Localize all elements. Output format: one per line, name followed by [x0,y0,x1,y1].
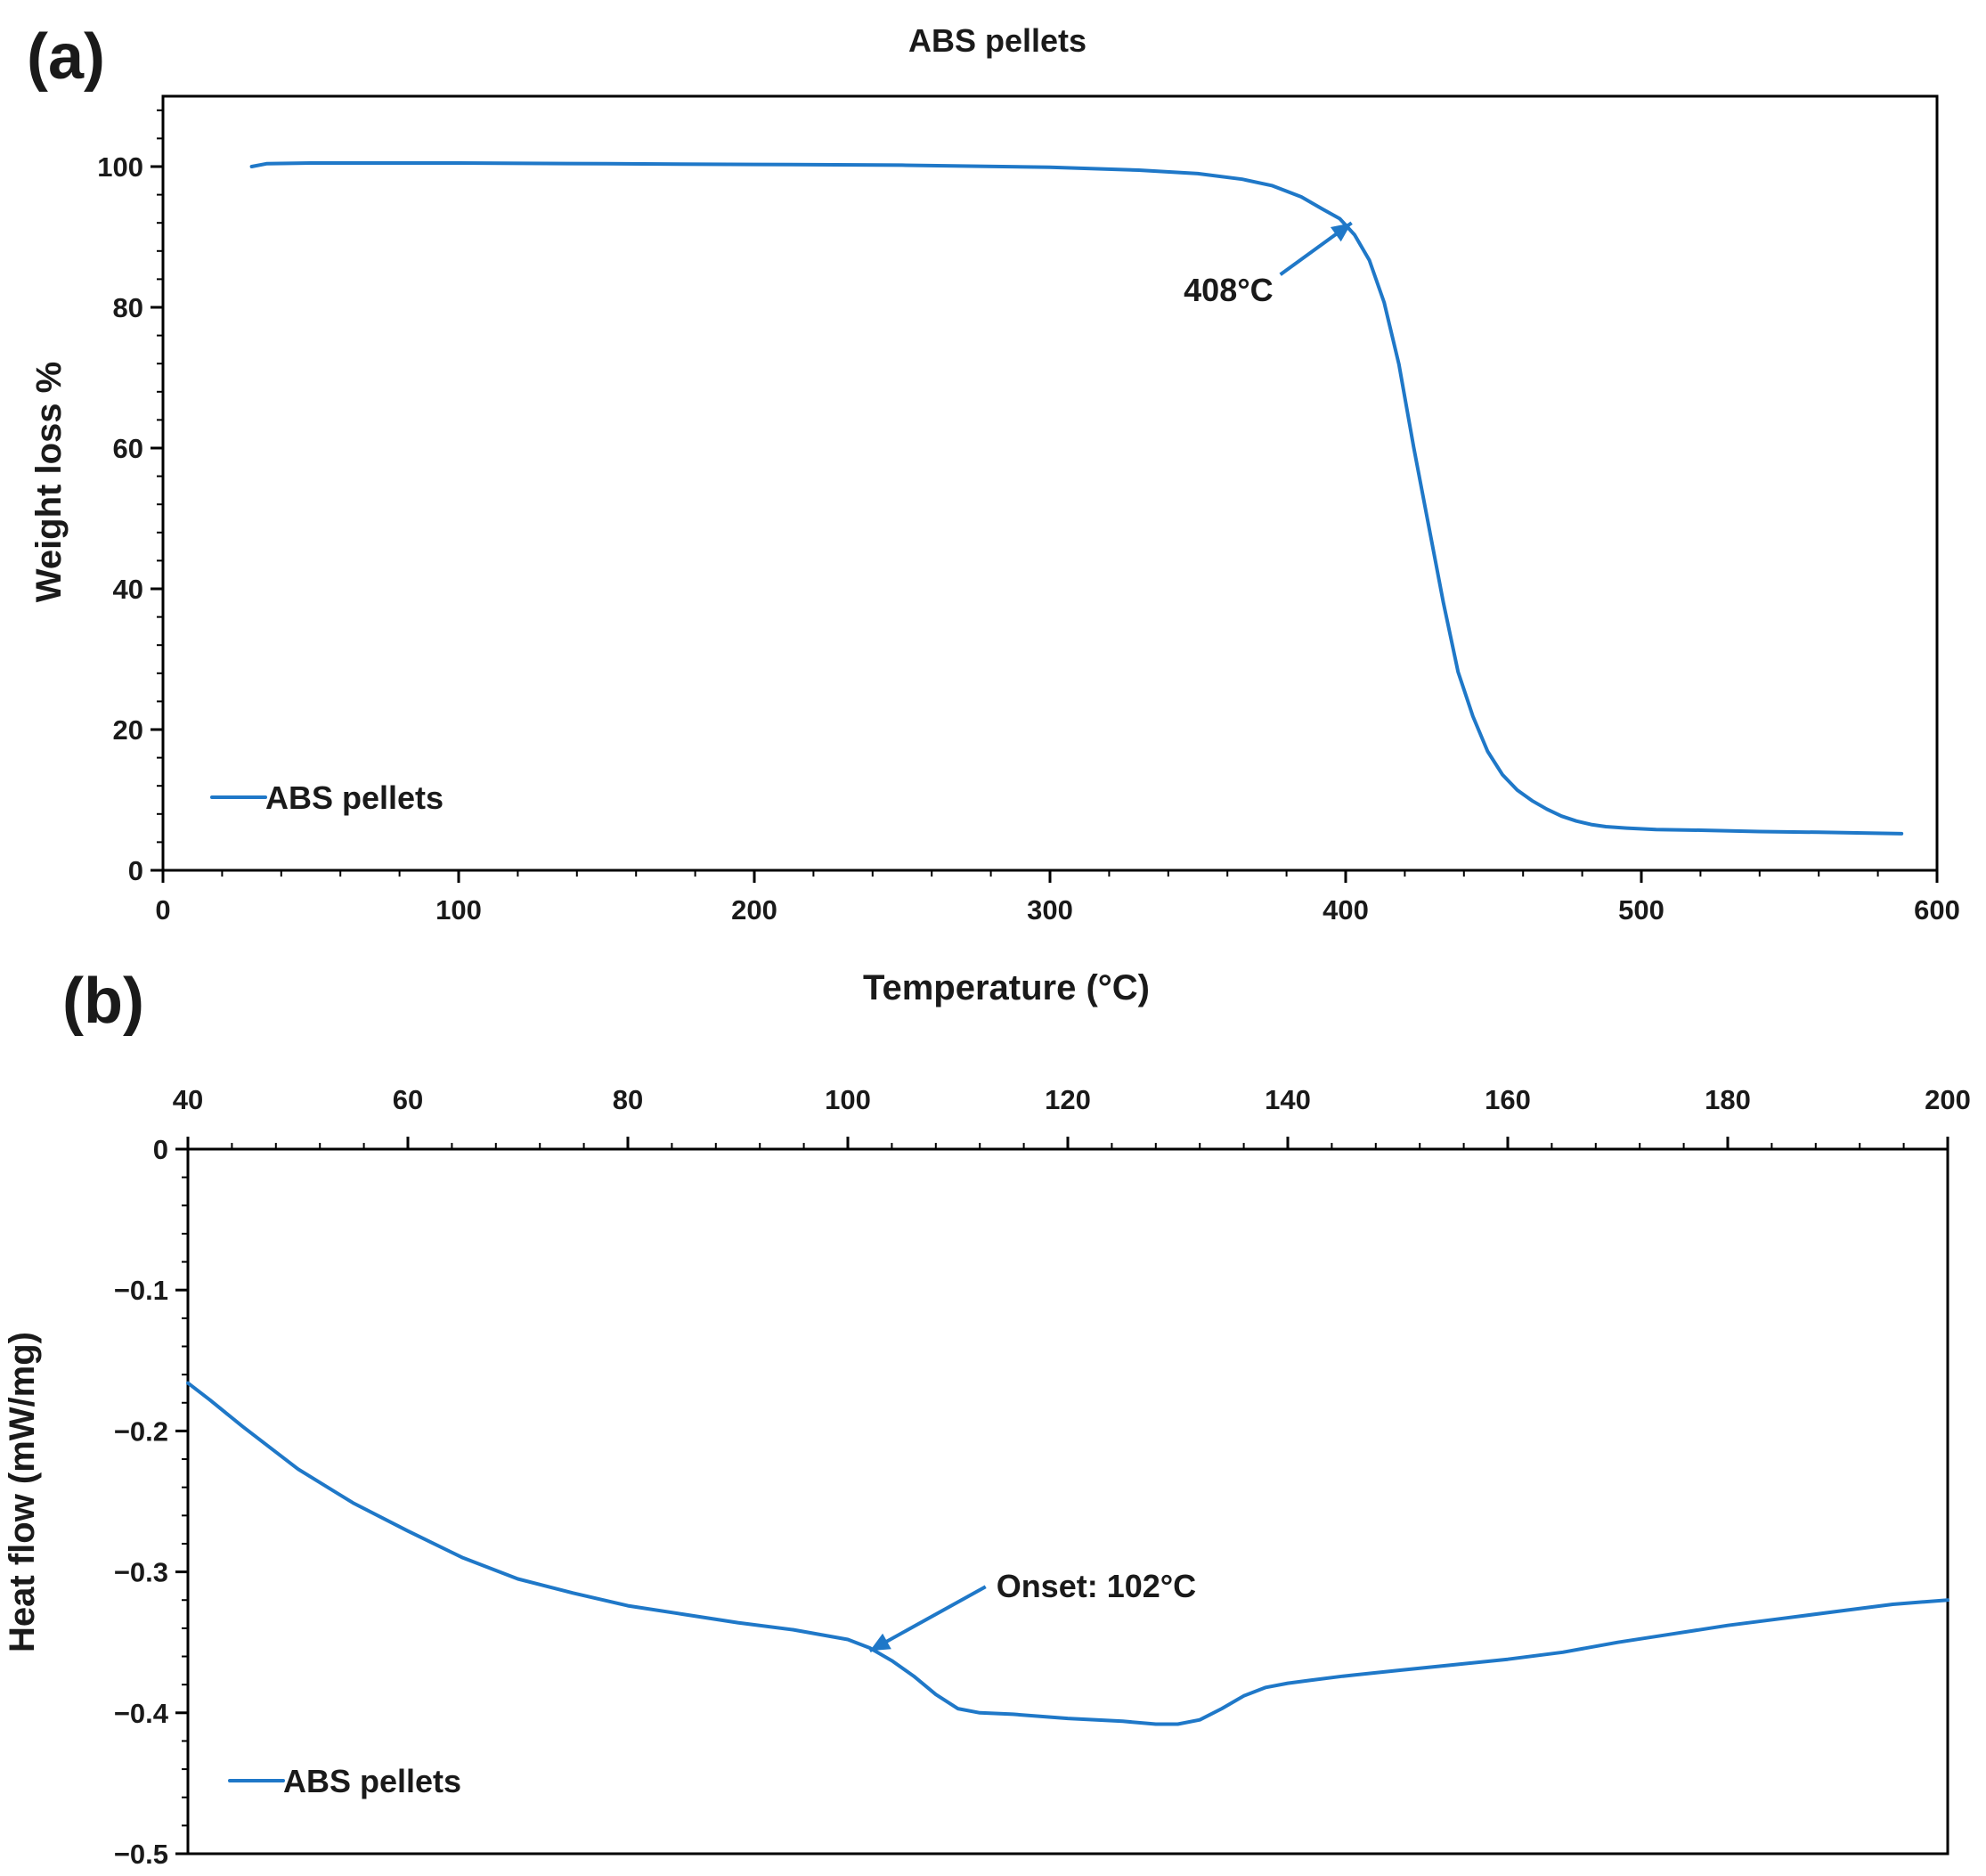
panel-a-series [249,161,1904,836]
y-tick-label: 20 [113,714,143,746]
x-tick-label: 140 [1265,1084,1311,1115]
x-tick-label: 120 [1045,1084,1091,1115]
x-tick-label: 100 [435,894,482,926]
panel-a: (a) ABS pellets Temperature (°C) Weight … [27,21,1960,1007]
panel-a-tick-labels: 0 100 200 300 400 500 600 0 20 40 60 80 100 [97,151,1960,926]
y-tick-label: 100 [97,151,143,183]
x-tick-label: 160 [1485,1084,1531,1115]
y-tick-label: 0 [153,1134,168,1165]
series-line-abs-pellets [186,1381,1949,1726]
panel-a-ticks [151,109,1939,883]
panel-b-annotations: Onset: 102°C [868,1568,1196,1652]
x-tick-label: 500 [1618,894,1664,926]
x-tick-label: 0 [155,894,170,926]
panel-b-tick-labels: 40 60 80 100 120 140 160 180 200 0 −0.1 −0.2 −0.3 −0.… [114,1084,1971,1870]
panel-b: (b) Heat flow (mW/mg) 40 60 80 100 120 140 160… [3,966,1971,1870]
x-tick-label: 600 [1914,894,1960,926]
x-tick-label: 80 [613,1084,643,1115]
panel-a-legend-label: ABS pellets [265,779,444,816]
x-tick-label: 200 [1925,1084,1971,1115]
y-tick-label: 0 [128,855,143,886]
panel-a-title: ABS pellets [908,22,1087,59]
x-tick-label: 100 [825,1084,871,1115]
x-tick-label: 400 [1323,894,1369,926]
panel-a-x-axis-label: Temperature (°C) [863,968,1150,1007]
panel-b-ticks [175,1137,1949,1856]
panel-a-annotations: 408°C [1184,221,1353,308]
panel-a-plot-frame [161,94,1939,872]
panel-b-legend: ABS pellets [228,1763,461,1799]
x-tick-label: 60 [393,1084,423,1115]
y-tick-label: −0.5 [114,1839,168,1870]
annotation-label: Onset: 102°C [997,1568,1196,1604]
panel-a-label: (a) [27,21,105,93]
panel-b-legend-label: ABS pellets [283,1763,461,1799]
y-tick-label: 60 [113,433,143,464]
x-tick-label: 300 [1027,894,1073,926]
annotation-arrow [868,1585,987,1652]
y-tick-label: 40 [113,574,143,605]
y-tick-label: −0.1 [114,1275,168,1306]
series-line-abs-pellets [249,161,1904,836]
panel-b-y-axis-label: Heat flow (mW/mg) [3,1332,42,1652]
panel-a-y-axis-label: Weight loss % [29,362,69,602]
annotation-arrowhead [1330,223,1352,242]
panel-b-series [186,1381,1949,1726]
y-tick-label: −0.4 [114,1698,169,1729]
y-tick-label: −0.2 [114,1415,168,1447]
x-tick-label: 180 [1705,1084,1751,1115]
y-tick-label: 80 [113,292,143,323]
panel-b-plot-frame [186,1147,1949,1856]
panel-b-label: (b) [62,966,144,1037]
y-tick-label: −0.3 [114,1557,168,1588]
x-tick-label: 40 [173,1084,203,1115]
panel-a-legend: ABS pellets [210,779,444,816]
x-tick-label: 200 [731,894,777,926]
annotation-label: 408°C [1184,272,1273,308]
annotation-arrowhead [869,1633,891,1652]
